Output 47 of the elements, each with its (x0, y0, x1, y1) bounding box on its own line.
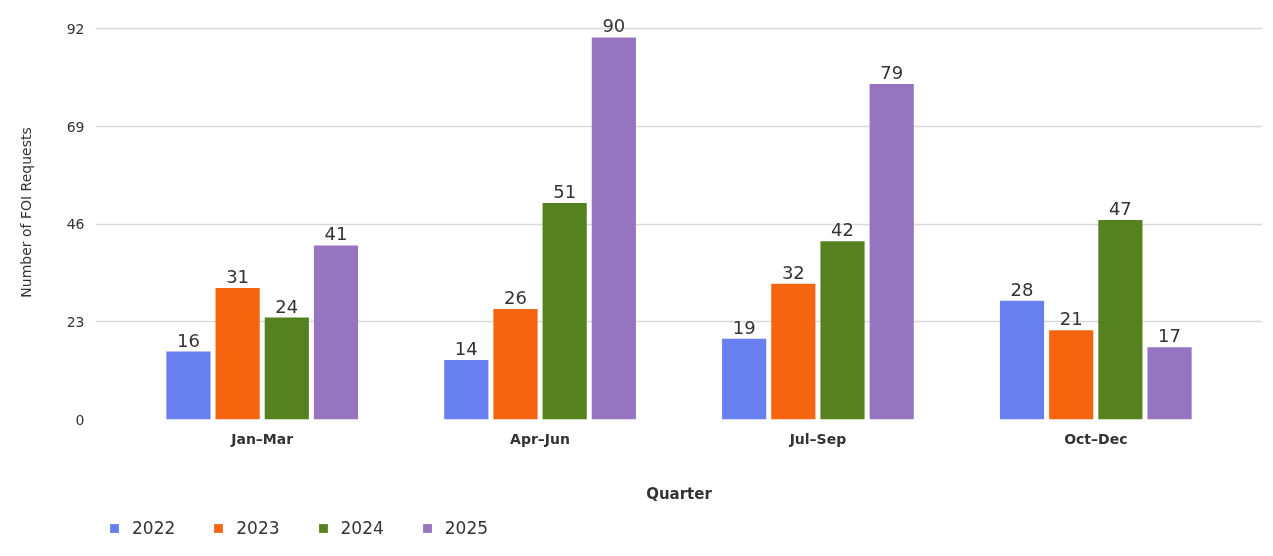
x-tick-label: Jul–Sep (788, 430, 847, 447)
legend-label: 2022 (132, 517, 176, 538)
data-label: 32 (781, 261, 805, 283)
data-label: 47 (1108, 197, 1132, 219)
bar (542, 202, 587, 420)
data-label: 16 (176, 329, 200, 351)
y-tick-label: 23 (66, 313, 85, 330)
legend-label: 2024 (340, 517, 384, 538)
x-tick-label: Apr–Jun (510, 430, 571, 447)
y-axis-title: Number of FOI Requests (17, 127, 34, 298)
x-axis-title: Quarter (646, 484, 713, 503)
bar (166, 351, 211, 420)
y-tick-label: 0 (75, 411, 85, 428)
y-tick-label: 69 (66, 118, 85, 135)
data-label: 26 (504, 287, 527, 309)
bar (215, 287, 260, 420)
bar (999, 300, 1045, 420)
bar (313, 245, 359, 420)
bar (493, 309, 538, 420)
bar (1098, 219, 1143, 420)
y-tick-label: 92 (66, 20, 85, 37)
bar (722, 338, 767, 420)
data-label: 90 (602, 15, 626, 37)
data-label: 19 (732, 316, 756, 338)
data-label: 14 (454, 338, 478, 360)
bar (591, 37, 636, 420)
data-label: 42 (831, 219, 854, 241)
bar (1147, 347, 1192, 420)
data-label: 51 (553, 180, 577, 202)
bar (869, 84, 914, 420)
x-tick-label: Oct–Dec (1064, 430, 1128, 447)
bar (771, 283, 816, 420)
bar (444, 360, 489, 420)
data-label: 21 (1059, 308, 1083, 330)
bar (1049, 330, 1094, 420)
data-label: 79 (880, 62, 904, 84)
data-label: 31 (226, 265, 250, 287)
legend-label: 2025 (444, 517, 489, 538)
bar (820, 241, 865, 420)
data-label: 28 (1010, 278, 1034, 300)
bar (264, 317, 309, 420)
data-label: 17 (1158, 325, 1182, 347)
legend-label: 2023 (236, 517, 280, 538)
data-label: 41 (324, 223, 348, 245)
data-label: 24 (275, 295, 299, 317)
x-tick-label: Jan–Mar (230, 430, 294, 447)
y-tick-label: 46 (66, 216, 85, 233)
